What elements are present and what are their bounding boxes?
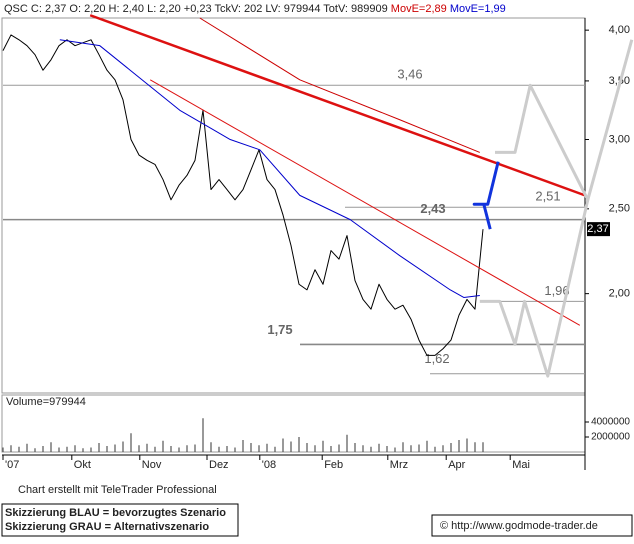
header-line: QSC C: 2,37 O: 2,20 H: 2,40 L: 2,20 +0,2… [4,3,506,15]
y-tick-label: 2,50 [609,203,630,215]
marks: 2,002,503,003,504,00'07 Okt Nov Dez '08 Feb Mr… [2,14,634,471]
series-line [89,14,586,197]
y-tick-label: 2000000 [591,432,630,443]
series-line [472,161,500,230]
y-tick-label: 2,00 [609,288,630,300]
note-box [1,503,239,537]
header-text: QSC C: 2,37 O: 2,20 H: 2,40 L: 2,20 +0,2… [4,3,388,15]
series-line [495,39,634,202]
x-tick-label: '08 [262,459,276,471]
x-tick-label: '07 [5,459,19,471]
note-gray: Skizzierung GRAU = Alternativszenario [5,521,209,533]
level-label: 2,43 [420,201,445,216]
note-blue: Skizzierung BLAU = bevorzugtes Szenario [5,507,226,519]
copyright-box [431,514,633,537]
x-tick-label: Nov [142,459,162,471]
y-tick-label: 4000000 [591,417,630,428]
series-line [479,199,590,378]
x-tick-label: Mrz [390,459,408,471]
series-line [199,17,480,153]
y-tick-label: 3,00 [609,133,630,145]
series-line [59,39,480,298]
legend-entry: MovE=2,89 [391,3,447,15]
x-tick-label: Dez [209,459,229,471]
credit: Chart erstellt mit TeleTrader Profession… [18,484,217,496]
y-tick-label: 4,00 [609,24,630,36]
x-tick-label: Okt [74,459,91,471]
copyright: © http://www.godmode-trader.de [440,520,598,532]
level-label: 2,51 [535,189,560,204]
x-tick-label: Feb [324,459,343,471]
x-tick-label: Mai [512,459,530,471]
volume-title: Volume=979944 [6,396,86,408]
x-tick-label: Apr [448,459,465,471]
series-line [149,79,581,326]
level-label: 1,75 [267,322,292,337]
level-label: 1,96 [544,283,569,298]
level-label: 3,46 [397,67,422,82]
last-price-label: 2,37 [587,223,608,235]
last-price-box [587,222,610,237]
legend-entry: MovE=1,99 [450,3,506,15]
